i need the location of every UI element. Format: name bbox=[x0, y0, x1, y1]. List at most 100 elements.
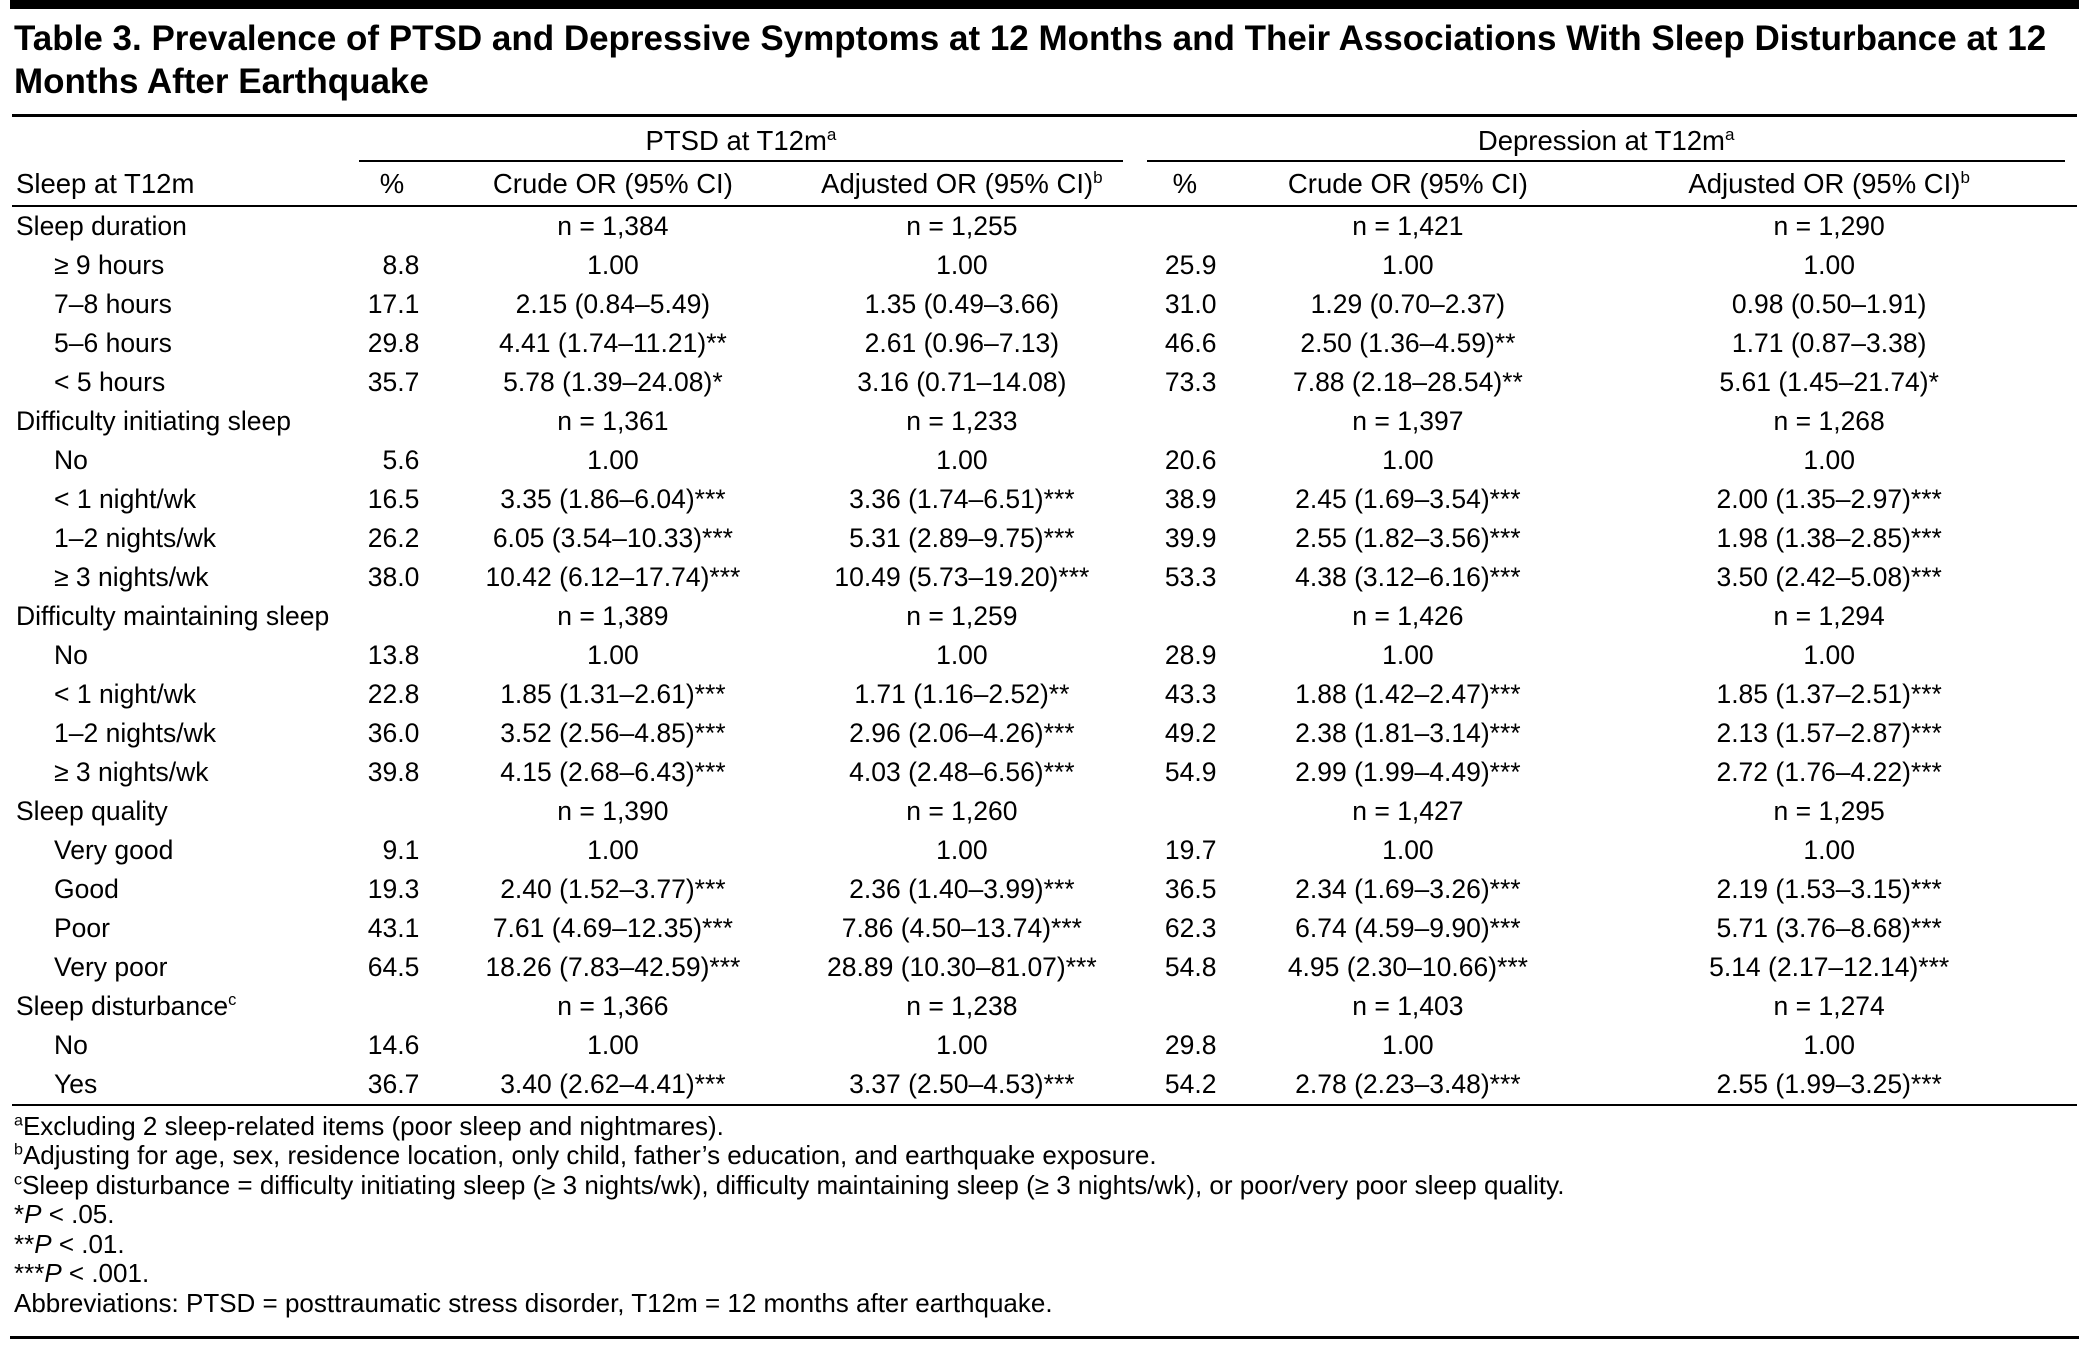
abbreviations-note: Abbreviations: PTSD = posttraumatic stre… bbox=[14, 1287, 1053, 1318]
odds-ratio-cell: 0.98 (0.50–1.91) bbox=[1731, 288, 1927, 319]
row-label: Difficulty initiating sleep bbox=[16, 405, 291, 436]
odds-ratio-cell: 2.13 (1.57–2.87)*** bbox=[1716, 717, 1942, 748]
percent-cell: 39.8 bbox=[367, 756, 420, 787]
odds-ratio-cell: 5.71 (3.76–8.68)*** bbox=[1716, 912, 1942, 943]
column-header-ptsd-adjusted-or: Adjusted OR (95% CI)b bbox=[788, 161, 1136, 207]
percent-cell: 54.9 bbox=[1164, 756, 1217, 787]
odds-ratio-cell: 1.00 bbox=[587, 834, 639, 865]
odds-ratio-cell: n = 1,274 bbox=[1773, 990, 1885, 1021]
percent-cell: 35.7 bbox=[367, 366, 420, 397]
percent-cell: 22.8 bbox=[367, 678, 420, 709]
percent-cell: 39.9 bbox=[1164, 522, 1217, 553]
percent-cell: 5.6 bbox=[382, 444, 420, 475]
data-row: < 1 night/wk 22.8 1.85 (1.31–2.61)*** 1.71 … bbox=[12, 675, 2077, 714]
data-row: Poor 43.1 7.61 (4.69–12.35)*** 7.86 (4.50–1… bbox=[12, 909, 2077, 948]
odds-ratio-cell: 2.34 (1.69–3.26)*** bbox=[1295, 873, 1521, 904]
percent-cell bbox=[1135, 987, 1234, 1026]
row-label: < 1 night/wk bbox=[54, 483, 197, 514]
row-label: Sleep duration bbox=[16, 210, 187, 241]
odds-ratio-cell: 3.40 (2.62–4.41)*** bbox=[500, 1068, 726, 1099]
footnote-a: aExcluding 2 sleep-related items (poor s… bbox=[14, 1110, 2075, 1142]
group-label-depression: Depression at T12ma bbox=[1147, 125, 2065, 162]
table-page: Table 3. Prevalence of PTSD and Depressi… bbox=[10, 0, 2079, 1340]
odds-ratio-cell: n = 1,259 bbox=[906, 600, 1018, 631]
percent-cell: 38.9 bbox=[1164, 483, 1217, 514]
pvalue-note-3: ***P < .001. bbox=[14, 1259, 2075, 1289]
percent-cell: 64.5 bbox=[367, 951, 420, 982]
odds-ratio-cell: 1.00 bbox=[936, 444, 988, 475]
odds-ratio-cell: 5.31 (2.89–9.75)*** bbox=[849, 522, 1075, 553]
row-label: ≥ 3 nights/wk bbox=[54, 756, 209, 787]
group-label-depression-text: Depression at T12m bbox=[1477, 124, 1725, 156]
odds-ratio-cell: 5.78 (1.39–24.08)* bbox=[503, 366, 723, 397]
odds-ratio-cell: n = 1,366 bbox=[557, 990, 669, 1021]
odds-ratio-cell: n = 1,268 bbox=[1773, 405, 1885, 436]
percent-cell bbox=[347, 597, 438, 636]
odds-ratio-cell: 3.52 (2.56–4.85)*** bbox=[500, 717, 726, 748]
odds-ratio-cell: n = 1,238 bbox=[906, 990, 1018, 1021]
data-row: ≥ 9 hours 8.8 1.00 1.00 25.9 1.00 1.00 bbox=[12, 246, 2077, 285]
pvalue-note-1-stars: * bbox=[14, 1199, 25, 1230]
odds-ratio-cell: 2.36 (1.40–3.99)*** bbox=[849, 873, 1075, 904]
odds-ratio-cell: n = 1,421 bbox=[1352, 210, 1464, 241]
percent-cell bbox=[1135, 792, 1234, 831]
odds-ratio-cell: 2.15 (0.84–5.49) bbox=[515, 288, 711, 319]
group-label-depression-sup: a bbox=[1724, 124, 1735, 144]
footnote-c-marker: c bbox=[14, 1170, 23, 1189]
pvalue-note-2-stars: ** bbox=[14, 1228, 35, 1259]
data-row: No 13.8 1.00 1.00 28.9 1.00 1.00 bbox=[12, 636, 2077, 675]
footnote-b-marker: b bbox=[14, 1140, 23, 1159]
column-header-ptsd-adjusted-or-text: Adjusted OR (95% CI) bbox=[821, 167, 1094, 199]
row-label: < 1 night/wk bbox=[54, 678, 197, 709]
odds-ratio-cell: 1.00 bbox=[936, 249, 988, 280]
odds-ratio-cell: 1.00 bbox=[587, 639, 639, 670]
percent-cell: 54.2 bbox=[1164, 1068, 1217, 1099]
odds-ratio-cell: 4.95 (2.30–10.66)*** bbox=[1287, 951, 1528, 982]
data-row: ≥ 3 nights/wk 38.0 10.42 (6.12–17.74)*** 10… bbox=[12, 558, 2077, 597]
odds-ratio-cell: 6.05 (3.54–10.33)*** bbox=[492, 522, 733, 553]
row-label: 5–6 hours bbox=[54, 327, 172, 358]
percent-cell: 53.3 bbox=[1164, 561, 1217, 592]
odds-ratio-cell: 1.00 bbox=[1382, 639, 1434, 670]
column-header-depression-crude-or: Crude OR (95% CI) bbox=[1234, 161, 1582, 207]
odds-ratio-cell: 4.41 (1.74–11.21)** bbox=[498, 327, 727, 358]
column-header-row: Sleep at T12m % Crude OR (95% CI) Adjust… bbox=[12, 161, 2077, 207]
footnote-a-marker: a bbox=[14, 1111, 23, 1130]
data-row: ≥ 3 nights/wk 39.8 4.15 (2.68–6.43)*** 4.03… bbox=[12, 753, 2077, 792]
odds-ratio-cell: 1.00 bbox=[936, 639, 988, 670]
percent-cell bbox=[1135, 206, 1234, 246]
percent-cell: 8.8 bbox=[382, 249, 420, 280]
percent-cell: 28.9 bbox=[1164, 639, 1217, 670]
column-header-ptsd-percent: % bbox=[346, 161, 438, 207]
odds-ratio-cell: 4.03 (2.48–6.56)*** bbox=[849, 756, 1075, 787]
group-header-spacer bbox=[12, 119, 347, 162]
footnote-c: cSleep disturbance = difficulty initiati… bbox=[14, 1170, 2075, 1201]
odds-ratio-cell: 5.14 (2.17–12.14)*** bbox=[1709, 951, 1950, 982]
odds-ratio-cell: n = 1,295 bbox=[1773, 795, 1885, 826]
percent-cell: 43.1 bbox=[367, 912, 420, 943]
odds-ratio-cell: 1.00 bbox=[1382, 249, 1434, 280]
group-header-ptsd: PTSD at T12ma bbox=[347, 119, 1136, 162]
odds-ratio-cell: 10.42 (6.12–17.74)*** bbox=[485, 561, 741, 592]
percent-cell: 54.8 bbox=[1164, 951, 1217, 982]
pvalue-note-2-symbol: P bbox=[34, 1228, 52, 1259]
footnote-a-text: Excluding 2 sleep-related items (poor sl… bbox=[22, 1110, 724, 1141]
odds-ratio-cell: 7.86 (4.50–13.74)*** bbox=[841, 912, 1082, 943]
odds-ratio-cell: n = 1,427 bbox=[1352, 795, 1464, 826]
percent-cell: 49.2 bbox=[1164, 717, 1217, 748]
percent-cell: 17.1 bbox=[367, 288, 420, 319]
odds-ratio-cell: 2.55 (1.99–3.25)*** bbox=[1716, 1068, 1942, 1099]
row-label: Good bbox=[54, 873, 119, 904]
row-label: No bbox=[54, 444, 88, 475]
odds-ratio-cell: n = 1,233 bbox=[906, 405, 1018, 436]
column-header-depression-adjusted-or-sup: b bbox=[1960, 167, 1970, 187]
odds-ratio-cell: 2.38 (1.81–3.14)*** bbox=[1295, 717, 1521, 748]
odds-ratio-cell: 3.37 (2.50–4.53)*** bbox=[849, 1068, 1075, 1099]
odds-ratio-cell: 2.61 (0.96–7.13) bbox=[864, 327, 1060, 358]
group-label-ptsd: PTSD at T12ma bbox=[358, 125, 1124, 162]
percent-cell bbox=[347, 987, 438, 1026]
odds-ratio-cell: 3.50 (2.42–5.08)*** bbox=[1716, 561, 1942, 592]
row-label: Very good bbox=[54, 834, 174, 865]
percent-cell: 26.2 bbox=[367, 522, 420, 553]
odds-ratio-cell: n = 1,260 bbox=[906, 795, 1018, 826]
